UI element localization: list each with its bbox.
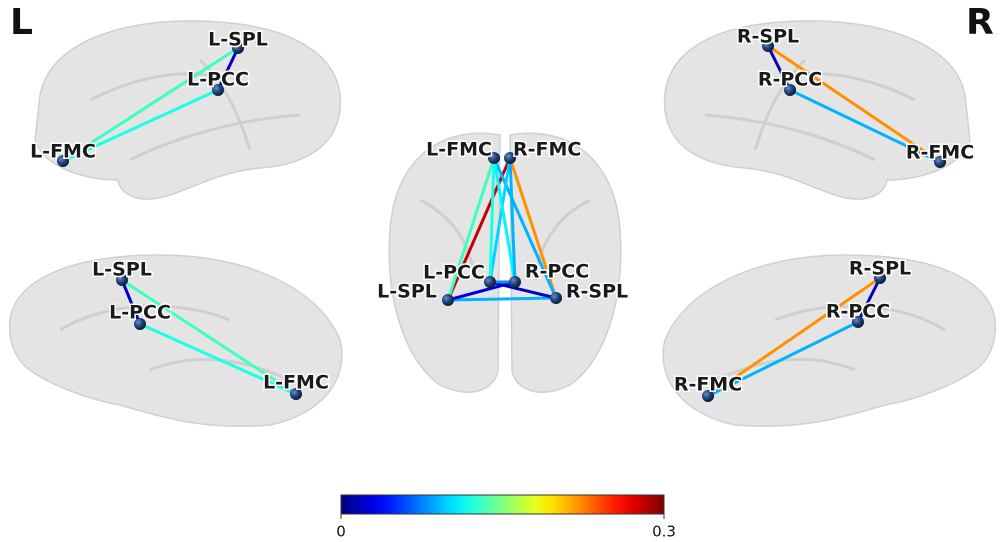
node <box>484 276 496 288</box>
node-label: L-PCC <box>109 302 171 324</box>
node-label: R-FMC <box>513 139 581 161</box>
brain-outlines <box>10 21 996 426</box>
node-label: R-SPL <box>566 281 628 303</box>
node-label: L-FMC <box>263 372 329 394</box>
node-label: R-PCC <box>826 301 890 323</box>
colorbar-tick-label: 0.3 <box>652 523 676 541</box>
node-label: R-FMC <box>906 142 974 164</box>
hemisphere-label: R <box>966 2 994 43</box>
node-label: R-SPL <box>849 258 911 280</box>
colorbar-tick-label: 0 <box>336 523 346 541</box>
connection <box>448 298 556 300</box>
node-label: R-PCC <box>525 261 589 283</box>
node-label: L-FMC <box>426 139 492 161</box>
node <box>550 292 562 304</box>
figure: L R L-SPL L-PCC L-FMC L-SPL L-PCC L-FMC L-FMC R… <box>0 0 1001 542</box>
hemisphere-label: L <box>10 2 33 43</box>
node-label: L-SPL <box>92 259 152 281</box>
node-label: L-SPL <box>208 29 268 51</box>
node <box>442 294 454 306</box>
node <box>509 276 521 288</box>
node-label: L-PCC <box>187 69 249 91</box>
node-label: L-FMC <box>30 141 96 163</box>
node-label: R-PCC <box>758 69 822 91</box>
node-label: R-FMC <box>674 374 742 396</box>
node-label: R-SPL <box>737 26 799 48</box>
node-label: L-SPL <box>377 281 437 303</box>
colorbar <box>341 495 664 514</box>
